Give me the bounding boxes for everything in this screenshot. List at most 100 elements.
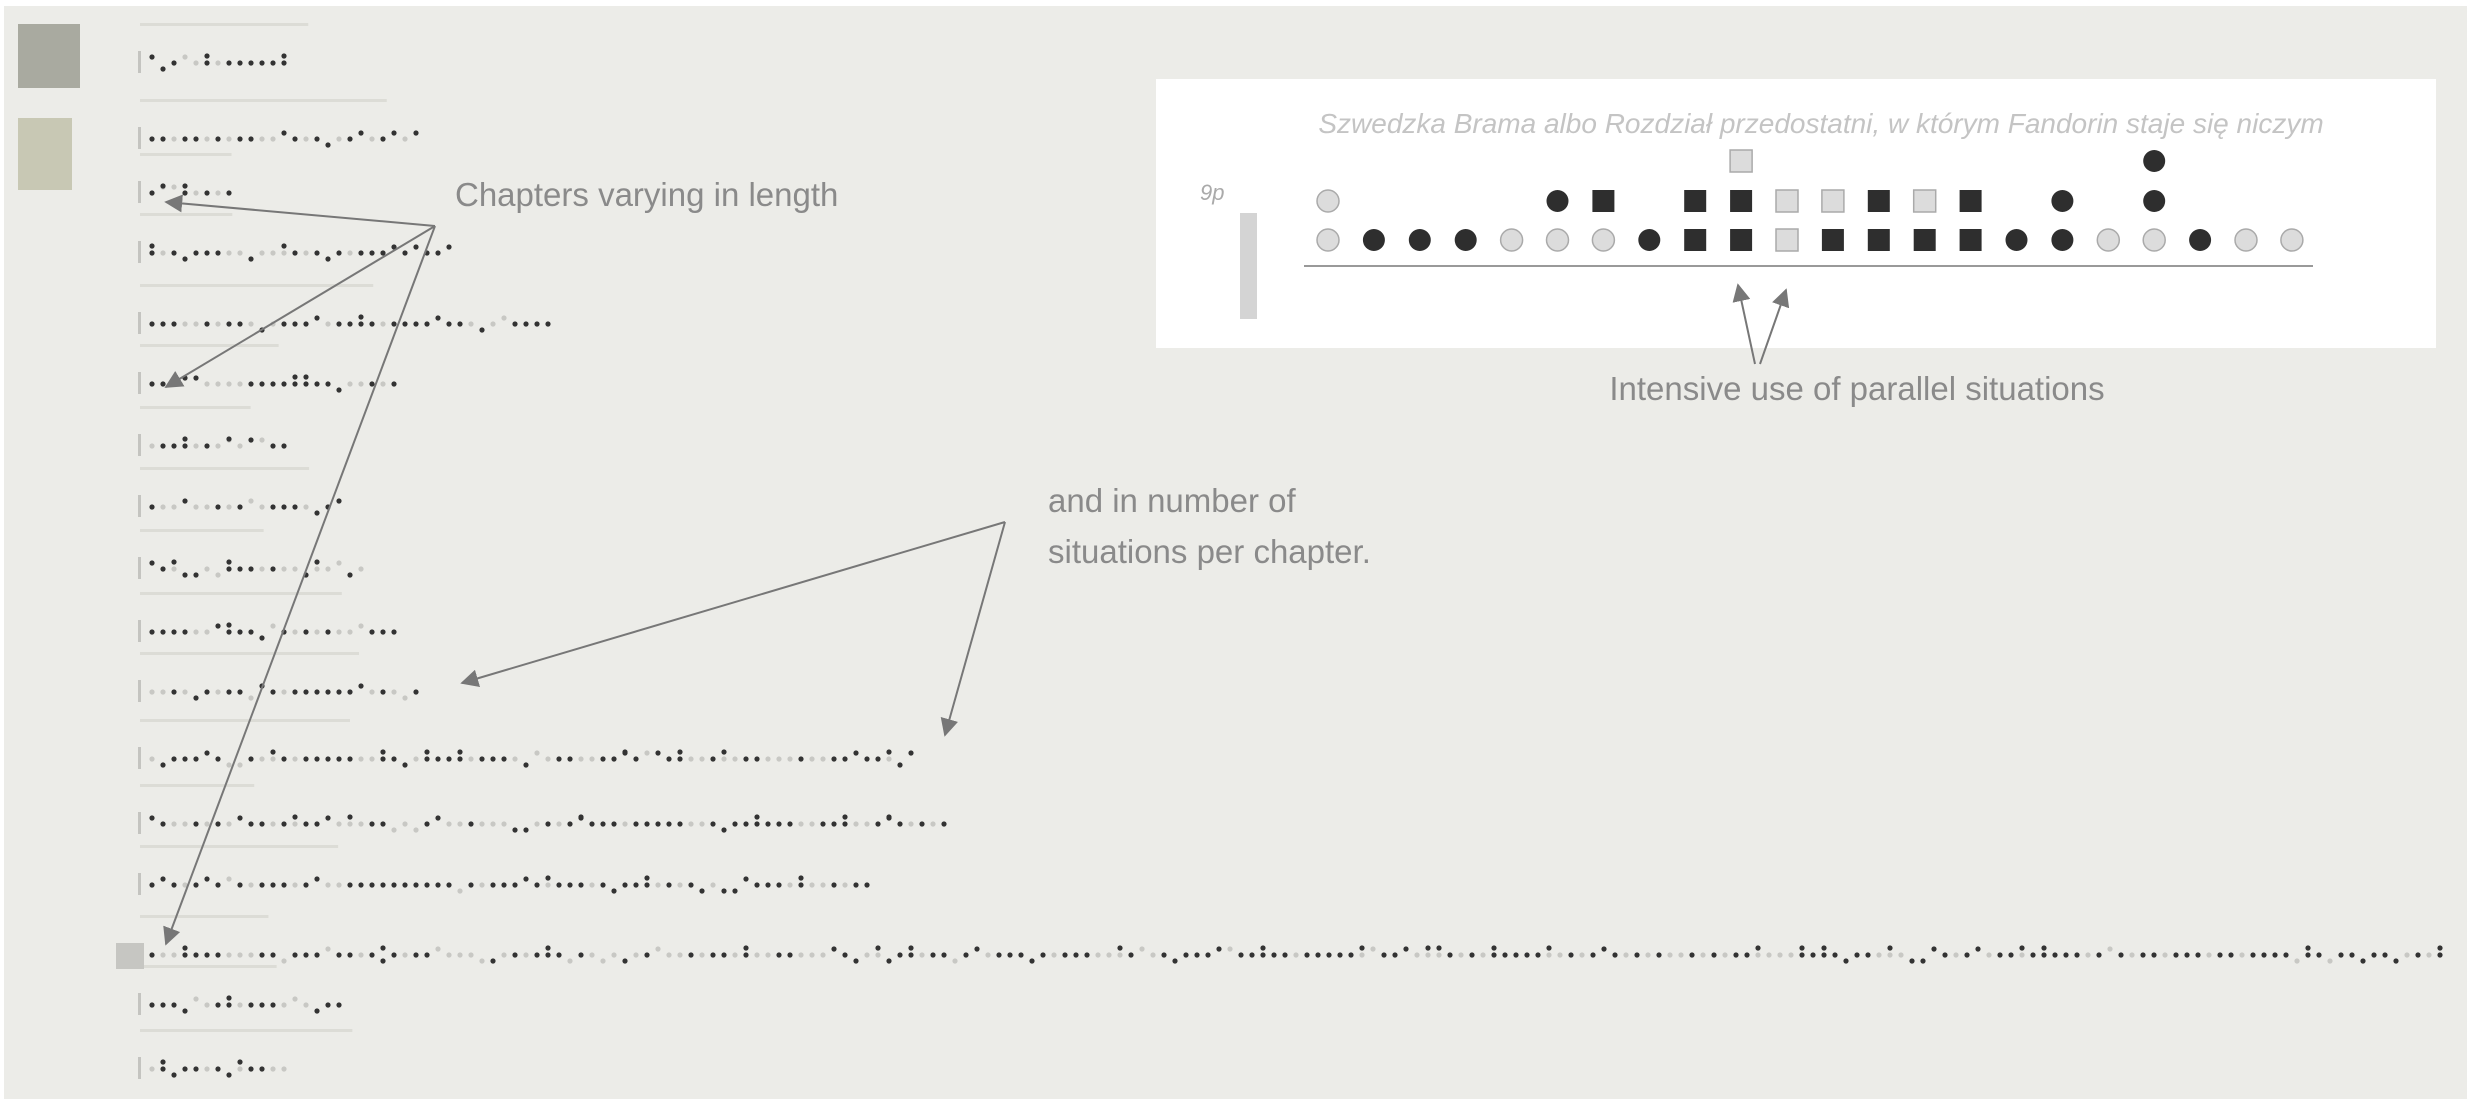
situation-dot xyxy=(259,250,265,256)
situation xyxy=(1821,189,1845,213)
situation-dot xyxy=(215,321,221,327)
situation-dot xyxy=(347,381,353,387)
situation-dot xyxy=(919,821,925,827)
situation xyxy=(1867,190,1890,212)
situation-dot xyxy=(292,136,298,142)
situation-dot xyxy=(270,504,276,510)
situation-dot xyxy=(578,814,584,820)
situation-dot xyxy=(204,136,210,142)
situation-dot xyxy=(281,689,287,695)
situation-dot xyxy=(424,756,430,762)
situation-dot xyxy=(2030,952,2036,958)
situation-dot xyxy=(875,756,881,762)
situation-dot xyxy=(270,952,276,958)
situation-dot xyxy=(1799,952,1805,958)
situation-dot xyxy=(204,60,210,66)
situation-dot xyxy=(237,504,243,510)
situation-dot xyxy=(325,1002,331,1008)
situation-dot xyxy=(578,952,584,958)
situation-dot xyxy=(798,756,804,762)
situation-dot xyxy=(237,762,243,768)
situation-dot xyxy=(611,821,617,827)
situation-dot xyxy=(721,952,727,958)
situation-dot xyxy=(556,756,562,762)
situation xyxy=(1867,229,1890,251)
situation-dot xyxy=(402,250,408,256)
situation-dot xyxy=(886,958,892,964)
situation-dot xyxy=(369,821,375,827)
situation-dot xyxy=(292,756,298,762)
situation-dot xyxy=(215,1066,221,1072)
situation-dot xyxy=(171,1002,177,1008)
situation-dot xyxy=(2041,952,2047,958)
situation-dot xyxy=(314,250,320,256)
situation-dot xyxy=(292,814,298,820)
chapter-label xyxy=(140,529,264,532)
situation-dot xyxy=(743,952,749,958)
situation-dot xyxy=(1634,952,1640,958)
situation-dot xyxy=(545,821,551,827)
situation-dot xyxy=(160,1066,166,1072)
chapter-list xyxy=(116,23,2443,1079)
situation-dot xyxy=(215,250,221,256)
situation-dot xyxy=(204,443,210,449)
situation xyxy=(1959,229,1982,251)
situation-dot xyxy=(248,1066,254,1072)
situation-dot xyxy=(754,814,760,820)
situation-dot xyxy=(743,756,749,762)
situation-dot xyxy=(171,952,177,958)
situation-dot xyxy=(1128,952,1134,958)
situation-dot xyxy=(149,136,155,142)
situation-dot xyxy=(325,566,331,572)
situation-dot xyxy=(1381,952,1387,958)
situation-dot xyxy=(534,882,540,888)
situation-dot xyxy=(721,888,727,894)
situation-dot xyxy=(391,689,397,695)
chapter-bar xyxy=(138,51,141,73)
situation-dot xyxy=(391,882,397,888)
situation-dot xyxy=(776,882,782,888)
situation-dot xyxy=(424,749,430,755)
situation-dot xyxy=(787,821,793,827)
arrow xyxy=(460,521,1006,688)
chapter-label xyxy=(140,915,269,918)
situation-dot xyxy=(248,256,254,262)
situation-dot xyxy=(2294,958,2300,964)
situation-dot xyxy=(1084,952,1090,958)
situation-dot xyxy=(336,250,342,256)
situation-dot xyxy=(446,882,452,888)
situation-dot xyxy=(545,952,551,958)
situation-dot xyxy=(655,946,661,952)
situation-dot xyxy=(1524,952,1530,958)
situation-dot xyxy=(325,882,331,888)
situation-dot xyxy=(457,888,463,894)
situation-dot xyxy=(2151,952,2157,958)
situation-dot xyxy=(567,882,573,888)
situation xyxy=(1684,190,1707,212)
situation-dot xyxy=(380,689,386,695)
situation-dot xyxy=(160,66,166,72)
situation-dot xyxy=(160,629,166,635)
situation-dot xyxy=(204,750,210,756)
situation-dot xyxy=(985,952,991,958)
situation-dot xyxy=(831,756,837,762)
situation-dot xyxy=(193,572,199,578)
situation-dot xyxy=(171,566,177,572)
arrow xyxy=(1732,283,1756,365)
situation-dot xyxy=(2426,952,2432,958)
situation-dot xyxy=(226,190,232,196)
situation-dot xyxy=(435,882,441,888)
situation-dot xyxy=(1887,952,1893,958)
situation-dot xyxy=(204,504,210,510)
situation-dot xyxy=(534,821,540,827)
situation-dot xyxy=(732,756,738,762)
situation-dot xyxy=(347,814,353,820)
situation-dot xyxy=(193,321,199,327)
situation-dot xyxy=(259,882,265,888)
situation-dot xyxy=(1689,952,1695,958)
situation-dot xyxy=(2327,958,2333,964)
arrows xyxy=(163,194,1790,946)
situation-dot xyxy=(182,1066,188,1072)
situation-dot xyxy=(578,882,584,888)
situation-dot xyxy=(237,815,243,821)
